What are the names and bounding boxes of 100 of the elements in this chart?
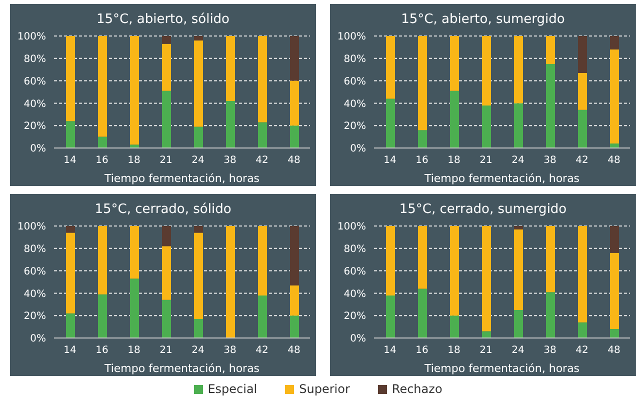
bar [226,226,235,338]
x-tick-label: 38 [544,345,556,356]
x-tick-label: 14 [384,345,396,356]
bar [162,246,171,300]
x-tick-label: 21 [480,155,492,166]
bar [546,36,555,64]
x-tick-label: 14 [64,345,76,356]
y-tick-label: 80% [344,54,366,65]
bar [258,36,267,122]
bar [578,36,587,73]
x-axis-title: Tiempo fermentación, horas [423,362,580,375]
bar [194,318,203,338]
y-tick-label: 20% [24,121,46,132]
bar [418,130,427,148]
bar [450,36,459,91]
y-tick-label: 80% [24,244,46,255]
legend-label: Rechazo [390,382,442,396]
bar [514,226,523,230]
x-tick-label: 16 [416,155,428,166]
y-tick-label: 40% [24,288,46,300]
x-tick-label: 24 [192,345,204,356]
bar [130,278,139,338]
x-tick-label: 42 [256,345,268,356]
bar [258,226,267,296]
x-tick-label: 21 [160,155,172,166]
bar [610,329,619,338]
bar [98,136,107,148]
bar [482,226,491,332]
bar [418,226,427,289]
x-axis-title: Tiempo fermentación, horas [103,362,260,375]
bar [290,285,299,316]
bar [386,36,395,99]
chart-title: 15°C, cerrado, sólido [94,202,232,217]
bar [66,313,75,338]
x-tick-label: 14 [64,155,76,166]
bar [386,98,395,148]
y-tick-label: 0% [30,144,46,155]
bar [66,36,75,122]
bar [98,294,107,338]
bar [450,226,459,316]
bar [194,126,203,148]
bar [386,226,395,296]
bar [194,36,203,40]
bar [578,72,587,110]
bar [546,64,555,148]
y-tick-label: 20% [344,311,366,322]
y-tick-label: 60% [344,76,366,88]
x-tick-label: 42 [256,155,268,166]
y-tick-label: 100% [337,222,366,233]
bar [290,316,299,338]
bar [258,295,267,338]
bar [610,49,619,144]
bar [66,121,75,148]
y-tick-label: 80% [344,244,366,255]
bar [162,300,171,338]
bar [130,36,139,145]
bar [130,226,139,279]
bar [514,103,523,148]
bar [578,226,587,322]
bar [578,110,587,148]
x-tick-label: 48 [288,345,300,356]
bar [418,288,427,338]
bar [98,36,107,137]
bar [162,90,171,148]
y-tick-label: 0% [350,334,366,345]
bar [258,122,267,148]
bar [66,226,75,233]
bar [194,226,203,233]
x-tick-label: 42 [576,155,588,166]
x-tick-label: 48 [608,345,620,356]
y-tick-label: 60% [24,76,46,88]
bar [578,322,587,338]
x-tick-label: 38 [224,155,236,166]
x-tick-label: 48 [288,155,300,166]
bar [226,36,235,101]
y-tick-label: 40% [24,98,46,110]
y-tick-label: 100% [337,32,366,43]
x-tick-label: 48 [608,155,620,166]
x-tick-label: 42 [576,345,588,356]
bar [514,229,523,310]
bar [290,36,299,81]
bar [450,316,459,338]
x-tick-label: 18 [128,345,140,356]
y-tick-label: 20% [24,311,46,322]
x-axis-title: Tiempo fermentación, horas [423,172,580,185]
y-tick-label: 0% [30,334,46,345]
bar [450,90,459,148]
bar [514,36,523,104]
x-tick-label: 24 [512,345,524,356]
x-tick-label: 16 [96,345,108,356]
bar [226,100,235,148]
x-tick-label: 21 [480,345,492,356]
bar [194,40,203,127]
y-tick-label: 60% [24,266,46,278]
x-axis-title: Tiempo fermentación, horas [103,172,260,185]
x-tick-label: 24 [192,155,204,166]
chart-title: 15°C, abierto, sólido [95,12,231,27]
bar [290,226,299,286]
y-tick-label: 20% [344,121,366,132]
y-tick-label: 40% [344,288,366,300]
